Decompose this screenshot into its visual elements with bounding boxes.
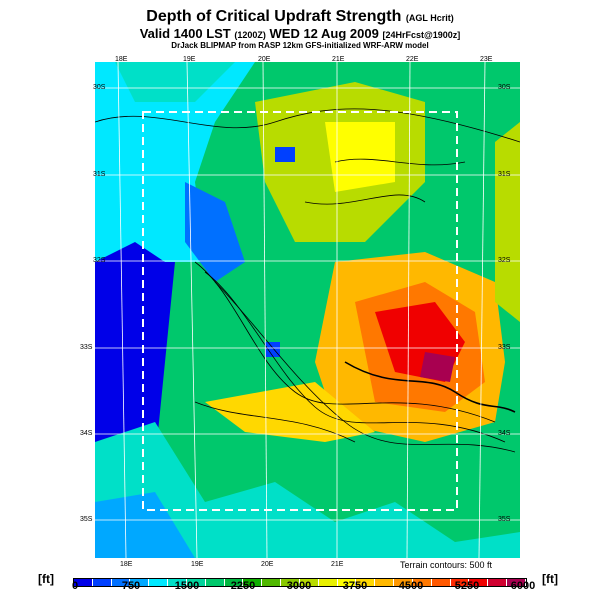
color-bar-segment <box>74 579 93 586</box>
color-bar-segment <box>337 579 357 586</box>
color-bar-segment <box>205 579 225 586</box>
color-bar-tick-label: 750 <box>121 580 141 592</box>
lat-label: 35S <box>80 516 93 523</box>
unit-label-left: [ft] <box>38 572 54 586</box>
color-bar-tick-label: 3000 <box>286 580 312 592</box>
lon-label: 21E <box>332 56 345 63</box>
credit-line: DrJack BLIPMAP from RASP 12km GFS-initia… <box>171 41 429 50</box>
color-bar-segment <box>488 579 508 586</box>
valid-date: WED 12 Aug 2009 <box>269 26 379 41</box>
lat-label: 35S <box>498 516 511 523</box>
color-bar-segment <box>318 579 338 586</box>
valid-z: (1200Z) <box>234 30 266 40</box>
color-bar-segment <box>243 579 263 586</box>
title-text: Depth of Critical Updraft Strength <box>146 8 402 25</box>
color-bar-tick-label: 3750 <box>342 580 368 592</box>
lon-label: 18E <box>115 56 128 63</box>
forecast-map <box>95 62 520 558</box>
color-bar-segment <box>168 579 187 586</box>
valid-time: Valid 1400 LST (1200Z) WED 12 Aug 2009 [… <box>0 26 600 41</box>
unit-label-right: [ft] <box>542 572 558 586</box>
lat-label: 32S <box>93 257 106 264</box>
color-bar-segment <box>186 579 206 586</box>
color-bar-tick-label: 2250 <box>230 580 256 592</box>
color-bar-segment <box>507 579 526 586</box>
color-bar-segment <box>92 579 112 586</box>
color-bar-segment <box>111 579 131 586</box>
color-bar-segment <box>224 579 244 586</box>
color-bar-tick-label: 0 <box>71 580 79 592</box>
lat-label: 30S <box>93 84 106 91</box>
lat-label: 33S <box>498 344 511 351</box>
color-bar-segment <box>130 579 150 586</box>
lat-label: 30S <box>498 84 511 91</box>
color-bar-segment <box>431 579 451 586</box>
color-bar-segment <box>149 579 169 586</box>
forecast-info: [24HrFcst@1900z] <box>382 30 461 40</box>
lon-label: 20E <box>261 561 274 568</box>
lon-label: 21E <box>331 561 344 568</box>
lon-label: 20E <box>258 56 271 63</box>
color-bar-segment <box>262 579 282 586</box>
lat-label: 34S <box>498 430 511 437</box>
valid-lst: Valid 1400 LST <box>139 26 231 41</box>
color-bar-tick-label: 6000 <box>510 580 536 592</box>
lat-label: 32S <box>498 257 511 264</box>
color-bar-segment <box>412 579 432 586</box>
color-bar-segment <box>450 579 470 586</box>
lat-label: 31S <box>498 171 511 178</box>
color-bar-segment <box>299 579 319 586</box>
lon-label: 18E <box>120 561 133 568</box>
inner-domain-box <box>142 111 458 511</box>
color-bar-segment <box>469 579 489 586</box>
lon-label: 23E <box>480 56 493 63</box>
color-bar <box>73 578 527 587</box>
lat-label: 34S <box>80 430 93 437</box>
lon-label: 19E <box>191 561 204 568</box>
lat-lon-grid <box>95 62 520 558</box>
chart-title: Depth of Critical Updraft Strength (AGL … <box>0 8 600 26</box>
title-note: (AGL Hcrit) <box>405 13 454 23</box>
lat-label: 33S <box>80 344 93 351</box>
color-bar-segment <box>394 579 413 586</box>
lat-label: 31S <box>93 171 106 178</box>
color-bar-tick-label: 1500 <box>174 580 200 592</box>
color-bar-segment <box>356 579 376 586</box>
color-bar-segment <box>375 579 395 586</box>
color-bar-segment <box>281 579 300 586</box>
terrain-contour-note: Terrain contours: 500 ft <box>400 560 493 570</box>
lon-label: 22E <box>406 56 419 63</box>
lon-label: 19E <box>183 56 196 63</box>
color-bar-tick-label: 5250 <box>454 580 480 592</box>
terrain-contours <box>95 108 520 453</box>
color-bar-tick-label: 4500 <box>398 580 424 592</box>
